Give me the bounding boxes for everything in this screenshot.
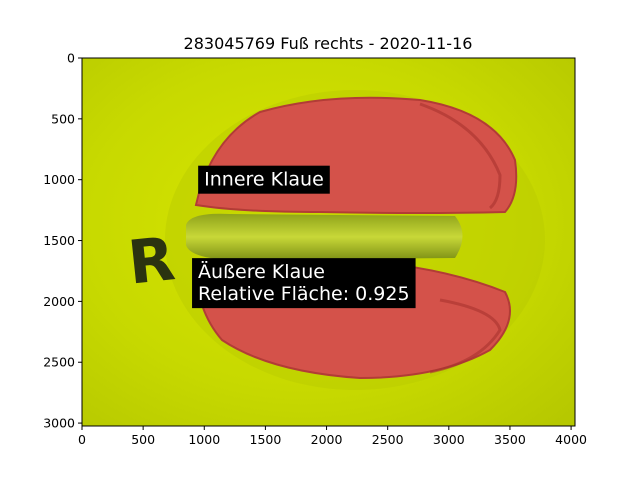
annotation-background xyxy=(192,258,416,309)
y-tick-label: 3000 xyxy=(43,416,75,431)
x-tick-label: 2500 xyxy=(372,432,404,447)
y-tick-label: 1500 xyxy=(43,233,75,248)
annotation-text: Relative Fläche: 0.925 xyxy=(198,283,410,305)
plot-frame xyxy=(81,57,576,427)
image-mark-r: R xyxy=(125,224,178,298)
annotation-box: Innere Klaue xyxy=(198,165,330,194)
inner-claw-fold xyxy=(419,102,502,210)
x-tick-label: 500 xyxy=(131,432,155,447)
x-tick-label: 3000 xyxy=(433,432,465,447)
x-tick-label: 1500 xyxy=(250,432,282,447)
annotation-text: Äußere Klaue xyxy=(198,260,325,283)
y-tick-label: 2000 xyxy=(43,294,75,309)
chart-title: 283045769 Fuß rechts - 2020-11-16 xyxy=(184,34,473,53)
x-tick-label: 1000 xyxy=(188,432,220,447)
x-tick-label: 2000 xyxy=(311,432,343,447)
annotation-background xyxy=(198,165,330,194)
claw-photo: R xyxy=(82,58,575,426)
x-tick-label: 4000 xyxy=(555,432,587,447)
y-tick-label: 2500 xyxy=(43,355,75,370)
x-tick-label: 3500 xyxy=(494,432,526,447)
y-tick-label: 0 xyxy=(67,51,75,66)
x-axis: 0 500 1000 1500 2000 2500 3000 3500 4000 xyxy=(78,426,587,447)
x-tick-label: 0 xyxy=(78,432,86,447)
interdigital-gap xyxy=(186,213,463,260)
outer-claw-fold xyxy=(429,298,502,374)
annotation-text: Innere Klaue xyxy=(204,169,324,191)
y-tick-label: 500 xyxy=(51,111,75,126)
y-axis: 0 500 1000 1500 2000 2500 3000 xyxy=(43,51,82,431)
y-tick-label: 1000 xyxy=(43,172,75,187)
